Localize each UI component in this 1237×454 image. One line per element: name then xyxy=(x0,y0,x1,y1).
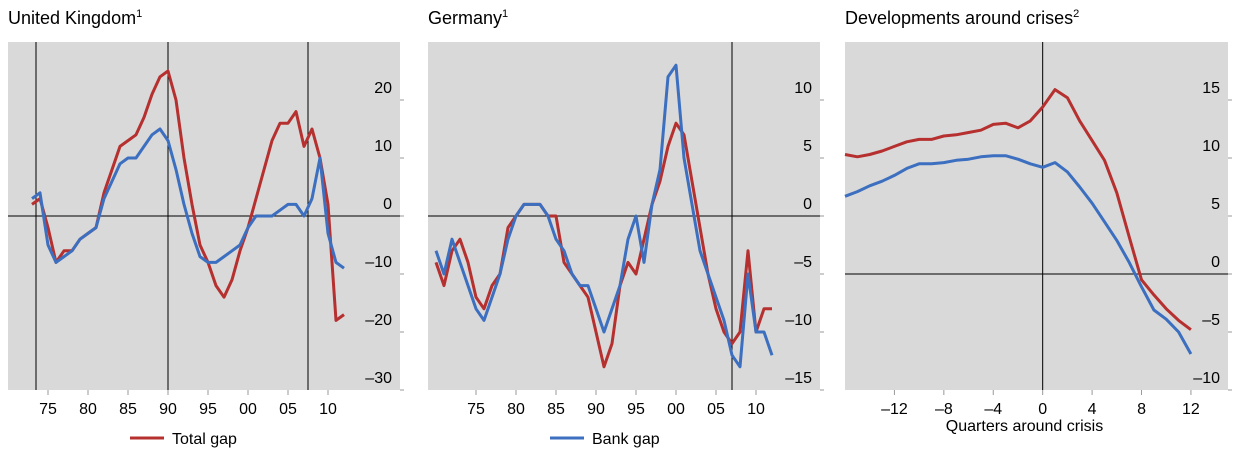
y-tick-label: –10 xyxy=(1193,370,1220,387)
y-tick-label: 0 xyxy=(383,196,392,213)
series-line xyxy=(31,127,345,270)
x-tick-label: 90 xyxy=(159,401,177,418)
x-tick-label: 90 xyxy=(587,401,605,418)
x-tick-label: –4 xyxy=(984,401,1002,418)
title-superscript: 2 xyxy=(1073,8,1079,20)
y-tick-label: –10 xyxy=(365,254,392,271)
y-tick-label: 0 xyxy=(803,196,812,213)
x-tick-label: 85 xyxy=(547,401,565,418)
y-tick-label: 0 xyxy=(1211,254,1220,271)
x-tick-label: –8 xyxy=(935,401,953,418)
x-tick-label: 05 xyxy=(707,401,725,418)
title-text: Developments around crises xyxy=(845,8,1073,28)
x-tick-label: 4 xyxy=(1088,401,1097,418)
title-superscript: 1 xyxy=(502,8,508,20)
x-tick-label: 0 xyxy=(1038,401,1047,418)
title-text: Germany xyxy=(428,8,502,28)
panel-title: Germany1 xyxy=(428,8,508,28)
title-text: United Kingdom xyxy=(8,8,136,28)
y-tick-label: –30 xyxy=(365,370,392,387)
x-tick-label: –12 xyxy=(881,401,908,418)
series-line xyxy=(844,88,1192,331)
y-tick-label: –20 xyxy=(365,312,392,329)
panel-title: Developments around crises2 xyxy=(845,8,1079,28)
y-tick-label: 5 xyxy=(1211,196,1220,213)
panel-title: United Kingdom1 xyxy=(8,8,142,28)
x-tick-label: 00 xyxy=(239,401,257,418)
series-line xyxy=(844,154,1193,355)
y-tick-label: –10 xyxy=(785,312,812,329)
x-tick-label: 10 xyxy=(319,401,337,418)
x-tick-label: 80 xyxy=(507,401,525,418)
x-tick-label: 80 xyxy=(79,401,97,418)
y-tick-label: 15 xyxy=(1202,80,1220,97)
x-tick-label: 05 xyxy=(279,401,297,418)
y-tick-label: 5 xyxy=(803,138,812,155)
x-axis-label: Quarters around crisis xyxy=(946,418,1103,435)
x-tick-label: 12 xyxy=(1182,401,1200,418)
legend-label: Bank gap xyxy=(592,431,660,448)
x-tick-label: 85 xyxy=(119,401,137,418)
x-tick-label: 75 xyxy=(467,401,485,418)
x-tick-label: 10 xyxy=(747,401,765,418)
y-tick-label: –5 xyxy=(1202,312,1220,329)
y-tick-label: 10 xyxy=(794,80,812,97)
legend-label: Total gap xyxy=(172,431,237,448)
x-tick-label: 95 xyxy=(199,401,217,418)
y-tick-label: 10 xyxy=(1202,138,1220,155)
title-superscript: 1 xyxy=(136,8,142,20)
x-tick-label: 00 xyxy=(667,401,685,418)
y-tick-label: 10 xyxy=(374,138,392,155)
y-tick-label: 20 xyxy=(374,80,392,97)
x-tick-label: 75 xyxy=(39,401,57,418)
x-tick-label: 8 xyxy=(1137,401,1146,418)
y-tick-label: –5 xyxy=(794,254,812,271)
series-line xyxy=(434,63,774,369)
series-line xyxy=(434,121,772,369)
plot-background xyxy=(845,42,1228,390)
x-tick-label: 95 xyxy=(627,401,645,418)
y-tick-label: –15 xyxy=(785,370,812,387)
